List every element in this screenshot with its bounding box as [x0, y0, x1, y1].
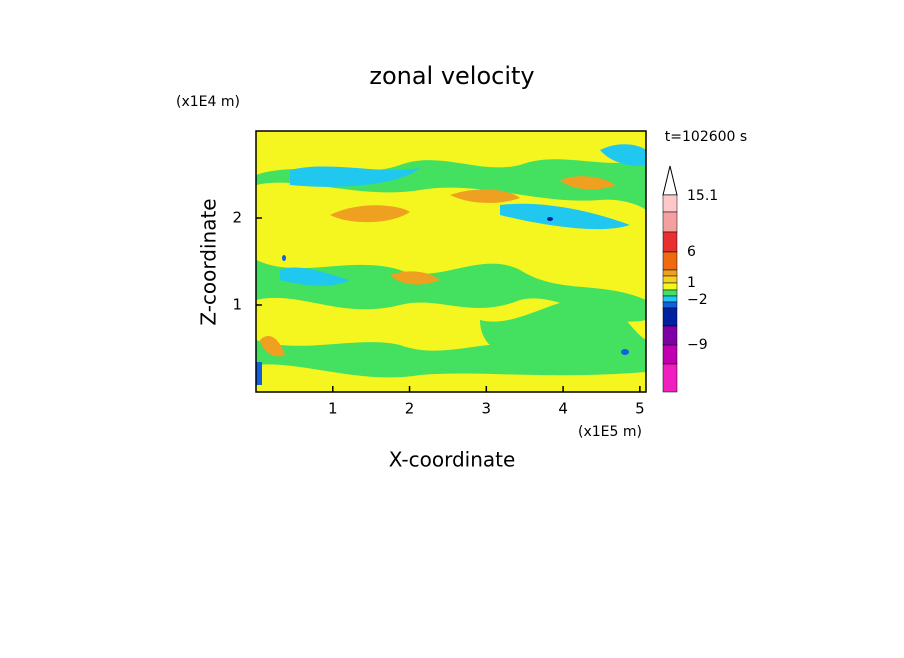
- colorbar-segment: [662, 282, 678, 291]
- x-tick-label: 4: [558, 400, 568, 418]
- x-tick-label: 1: [328, 400, 338, 418]
- colorbar-segment: [662, 194, 678, 213]
- colorbar-segment: [662, 211, 678, 233]
- colorbar-segment: [662, 275, 678, 284]
- colorbar-segment: [662, 251, 678, 271]
- y-unit: (x1E4 m): [176, 94, 240, 110]
- plot-frame: [255, 130, 647, 393]
- y-axis-label: Z-coordinate: [197, 198, 221, 325]
- colorbar-segment: [662, 301, 678, 309]
- colorbar-segment: [662, 363, 678, 393]
- chart-title: zonal velocity: [369, 62, 534, 90]
- colorbar-label: −2: [687, 292, 708, 308]
- x-axis-label: X-coordinate: [389, 448, 516, 472]
- x-tick-label: 2: [405, 400, 415, 418]
- contour-field: [256, 131, 646, 392]
- time-label: t=102600 s: [665, 129, 747, 145]
- x-unit: (x1E5 m): [578, 424, 642, 440]
- y-tick-label: 2: [232, 209, 242, 227]
- colorbar-label: 15.1: [687, 188, 718, 204]
- colorbar-segment: [662, 269, 678, 277]
- colorbar-segment: [662, 295, 678, 303]
- y-tick-label: 1: [232, 296, 242, 314]
- colorbar-segment: [662, 231, 678, 253]
- colorbar-label: 6: [687, 244, 696, 260]
- colorbar-arrow: [662, 165, 678, 196]
- colorbar-label: 1: [687, 275, 696, 291]
- colorbar-segment: [662, 344, 678, 365]
- x-tick-label: 5: [635, 400, 645, 418]
- colorbar-segment: [662, 289, 678, 297]
- x-tick-label: 3: [482, 400, 492, 418]
- colorbar-label: −9: [687, 337, 708, 353]
- colorbar-segment: [662, 325, 678, 346]
- colorbar-segment: [662, 307, 678, 327]
